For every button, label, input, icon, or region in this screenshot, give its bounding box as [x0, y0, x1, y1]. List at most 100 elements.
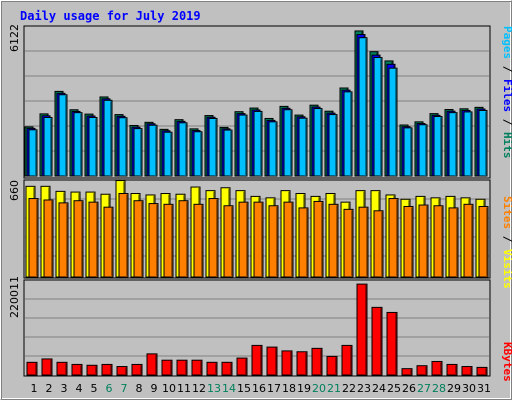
- x-tick-label: 28: [432, 382, 446, 395]
- pages-bar-shade: [95, 118, 97, 176]
- kbytes-bar-shade: [410, 369, 412, 375]
- sites-bar: [283, 201, 294, 278]
- kbytes-bar: [71, 363, 83, 376]
- pages-bar: [133, 128, 143, 177]
- right-label-part: /: [501, 59, 512, 79]
- kbytes-bar: [56, 361, 68, 376]
- kbytes-bar: [221, 361, 233, 376]
- kbytes-bar: [266, 346, 278, 376]
- pages-bar-shade: [290, 110, 292, 176]
- kbytes-bar-shade: [65, 363, 67, 375]
- x-tick-label: 27: [417, 382, 431, 395]
- pages-bar: [253, 110, 263, 177]
- panel-visits-sites: 660 Sites / Visits: [8, 179, 512, 289]
- panel-2-right-label: Sites / Visits: [501, 196, 512, 289]
- sites-bar: [73, 200, 84, 278]
- sites-bar-shade: [246, 203, 248, 277]
- x-tick-label: 7: [121, 382, 128, 395]
- x-tick-label: 16: [252, 382, 266, 395]
- x-tick-label: 18: [282, 382, 296, 395]
- sites-bar-shade: [126, 194, 128, 277]
- pages-bar: [103, 99, 113, 177]
- pages-bar-shade: [260, 112, 262, 176]
- kbytes-bar: [206, 361, 218, 376]
- sites-bar-shade: [96, 203, 98, 277]
- panel-1-right-label: Pages / Files / Hits: [501, 26, 512, 159]
- kbytes-bar: [476, 366, 488, 376]
- kbytes-bar: [311, 347, 323, 376]
- sites-bar-shade: [291, 203, 293, 277]
- kbytes-bar-shade: [110, 365, 112, 375]
- sites-bar-shade: [261, 203, 263, 277]
- kbytes-bar: [326, 355, 338, 376]
- pages-bar: [58, 94, 68, 177]
- right-label-part: Visits: [501, 249, 512, 289]
- kbytes-bar-shade: [485, 368, 487, 375]
- pages-bar: [118, 117, 128, 177]
- kbytes-bar-shade: [395, 313, 397, 375]
- kbytes-bar-shade: [245, 359, 247, 375]
- kbytes-bar-shade: [290, 351, 292, 375]
- sites-bar: [433, 205, 444, 278]
- sites-bar-shade: [366, 208, 368, 277]
- sites-bar-shade: [396, 199, 398, 277]
- sites-bar-shade: [216, 199, 218, 277]
- pages-bar: [343, 91, 353, 177]
- pages-bar-shade: [140, 129, 142, 176]
- pages-bar: [313, 108, 323, 177]
- pages-bar-shade: [50, 118, 52, 176]
- pages-bar-shade: [365, 38, 367, 177]
- kbytes-bar-shade: [140, 365, 142, 375]
- sites-bar: [343, 208, 354, 278]
- panel-hits-files-pages: 6122 Pages / Files / Hits: [8, 24, 512, 179]
- pages-bar-shade: [170, 133, 172, 176]
- sites-bar-shade: [81, 201, 83, 277]
- sites-bar-shade: [231, 206, 233, 277]
- pages-bar: [73, 112, 83, 177]
- x-tick-label: 5: [91, 382, 98, 395]
- sites-bar-shade: [201, 205, 203, 277]
- pages-bar-shade: [305, 119, 307, 176]
- kbytes-bar: [131, 363, 143, 376]
- x-tick-label: 8: [136, 382, 143, 395]
- x-tick-label: 2: [46, 382, 53, 395]
- kbytes-bar: [461, 366, 473, 376]
- kbytes-bar: [446, 363, 458, 376]
- pages-bar-shade: [455, 113, 457, 176]
- x-tick-label: 29: [447, 382, 461, 395]
- x-tick-label: 30: [462, 382, 476, 395]
- kbytes-bar: [101, 363, 113, 376]
- kbytes-bar-shade: [170, 361, 172, 375]
- sites-bar: [478, 205, 489, 278]
- kbytes-bar-shade: [275, 348, 277, 375]
- kbytes-bar-shade: [215, 363, 217, 375]
- pages-bar-shade: [155, 126, 157, 176]
- kbytes-bar-shade: [200, 361, 202, 375]
- pages-bar-shade: [335, 115, 337, 176]
- pages-bar: [373, 57, 383, 177]
- kbytes-bar-shade: [230, 363, 232, 375]
- sites-bar: [253, 201, 264, 278]
- sites-bar-shade: [426, 206, 428, 277]
- sites-bar-shade: [111, 208, 113, 277]
- kbytes-bar: [41, 358, 53, 376]
- pages-bar: [478, 109, 488, 177]
- pages-bar: [448, 112, 458, 177]
- sites-bar-shade: [186, 201, 188, 277]
- pages-bar-shade: [275, 122, 277, 176]
- pages-bar-shade: [425, 125, 427, 176]
- pages-bar-shade: [65, 95, 67, 176]
- panel-3-ytick-label: 220011: [8, 276, 21, 318]
- x-tick-label: 3: [61, 382, 68, 395]
- kbytes-bar: [116, 366, 128, 376]
- pages-bar-shade: [485, 111, 487, 176]
- pages-bar-shade: [395, 69, 397, 176]
- right-label-part: Sites: [501, 196, 512, 229]
- x-axis-day-labels: 1 2 3 4 5 6 7 8 9 10 11 12 13 14 15 16 17 18 19 20 21 22 23 24 2…: [31, 382, 492, 395]
- kbytes-bar: [281, 350, 293, 376]
- right-label-part: /: [501, 229, 512, 249]
- pages-bar-shade: [200, 132, 202, 176]
- sites-bar-shade: [321, 202, 323, 277]
- kbytes-bar: [176, 359, 188, 376]
- kbytes-bar-shade: [335, 357, 337, 375]
